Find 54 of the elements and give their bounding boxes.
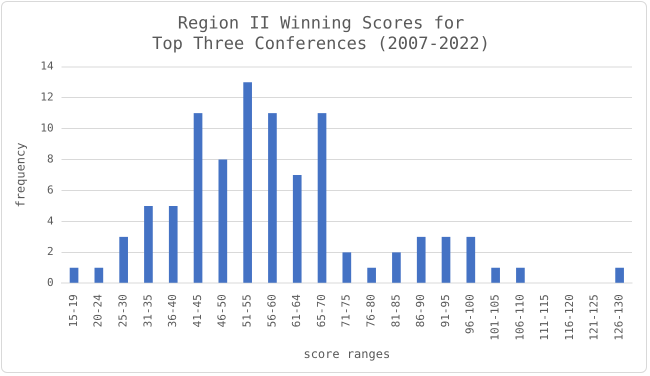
x-tick-label: 51-55	[240, 294, 254, 328]
x-tick-label: 15-19	[66, 294, 80, 328]
x-axis-title: score ranges	[303, 346, 390, 361]
x-tick-label: 61-64	[290, 294, 304, 328]
x-tick-label: 101-105	[488, 294, 502, 341]
bar	[144, 206, 153, 283]
y-tick-label: 4	[47, 214, 54, 228]
bar	[218, 160, 228, 283]
bar	[367, 268, 376, 283]
x-tick-label: 86-90	[414, 294, 428, 328]
y-tick-label: 2	[47, 245, 54, 258]
bar	[268, 113, 277, 283]
bar	[416, 236, 426, 283]
y-axis-title: frequency	[13, 142, 28, 208]
bar	[292, 175, 302, 283]
y-tick-label: 0	[47, 276, 54, 290]
bar	[243, 82, 252, 283]
x-tick-label: 76-80	[364, 294, 378, 328]
bar	[392, 252, 401, 283]
bar	[318, 113, 326, 283]
x-tick-label: 91-95	[438, 294, 452, 328]
bar	[516, 268, 525, 283]
x-tick-label: 111-115	[538, 294, 552, 341]
x-tick-label: 116-120	[562, 294, 576, 341]
x-tick-label: 31-35	[141, 294, 154, 328]
y-tick-label: 14	[40, 60, 54, 73]
bar	[119, 236, 128, 283]
x-tick-label: 96-100	[464, 294, 477, 334]
bar	[442, 236, 450, 283]
x-tick-label: 36-40	[166, 294, 180, 328]
x-tick-label: 20-24	[92, 294, 105, 328]
bar	[194, 113, 202, 283]
y-tick-label: 12	[40, 90, 54, 104]
x-tick-label: 56-60	[265, 294, 278, 328]
x-tick-label: 121-125	[588, 294, 601, 341]
x-tick-label: 46-50	[216, 294, 229, 328]
x-tick-label: 41-45	[190, 294, 204, 328]
bar	[615, 268, 624, 283]
x-tick-label: 81-85	[389, 294, 402, 328]
x-tick-label: 65-70	[314, 294, 328, 328]
x-tick-label: 126-130	[612, 294, 626, 341]
x-tick-label: 25-30	[116, 294, 130, 328]
bar	[342, 252, 352, 283]
bar	[491, 268, 500, 283]
y-tick-label: 10	[40, 122, 54, 134]
bar	[168, 206, 178, 283]
y-tick-label: 8	[47, 152, 54, 166]
y-tick-label: 6	[47, 183, 54, 196]
x-tick-label: 71-75	[340, 294, 353, 328]
chart-title: Region II Winning Scores for Top Three Conferences (2007-2022)	[152, 14, 490, 54]
bar	[94, 268, 104, 283]
bar	[70, 268, 78, 283]
bar	[466, 236, 476, 283]
x-tick-label: 106-110	[513, 294, 526, 341]
